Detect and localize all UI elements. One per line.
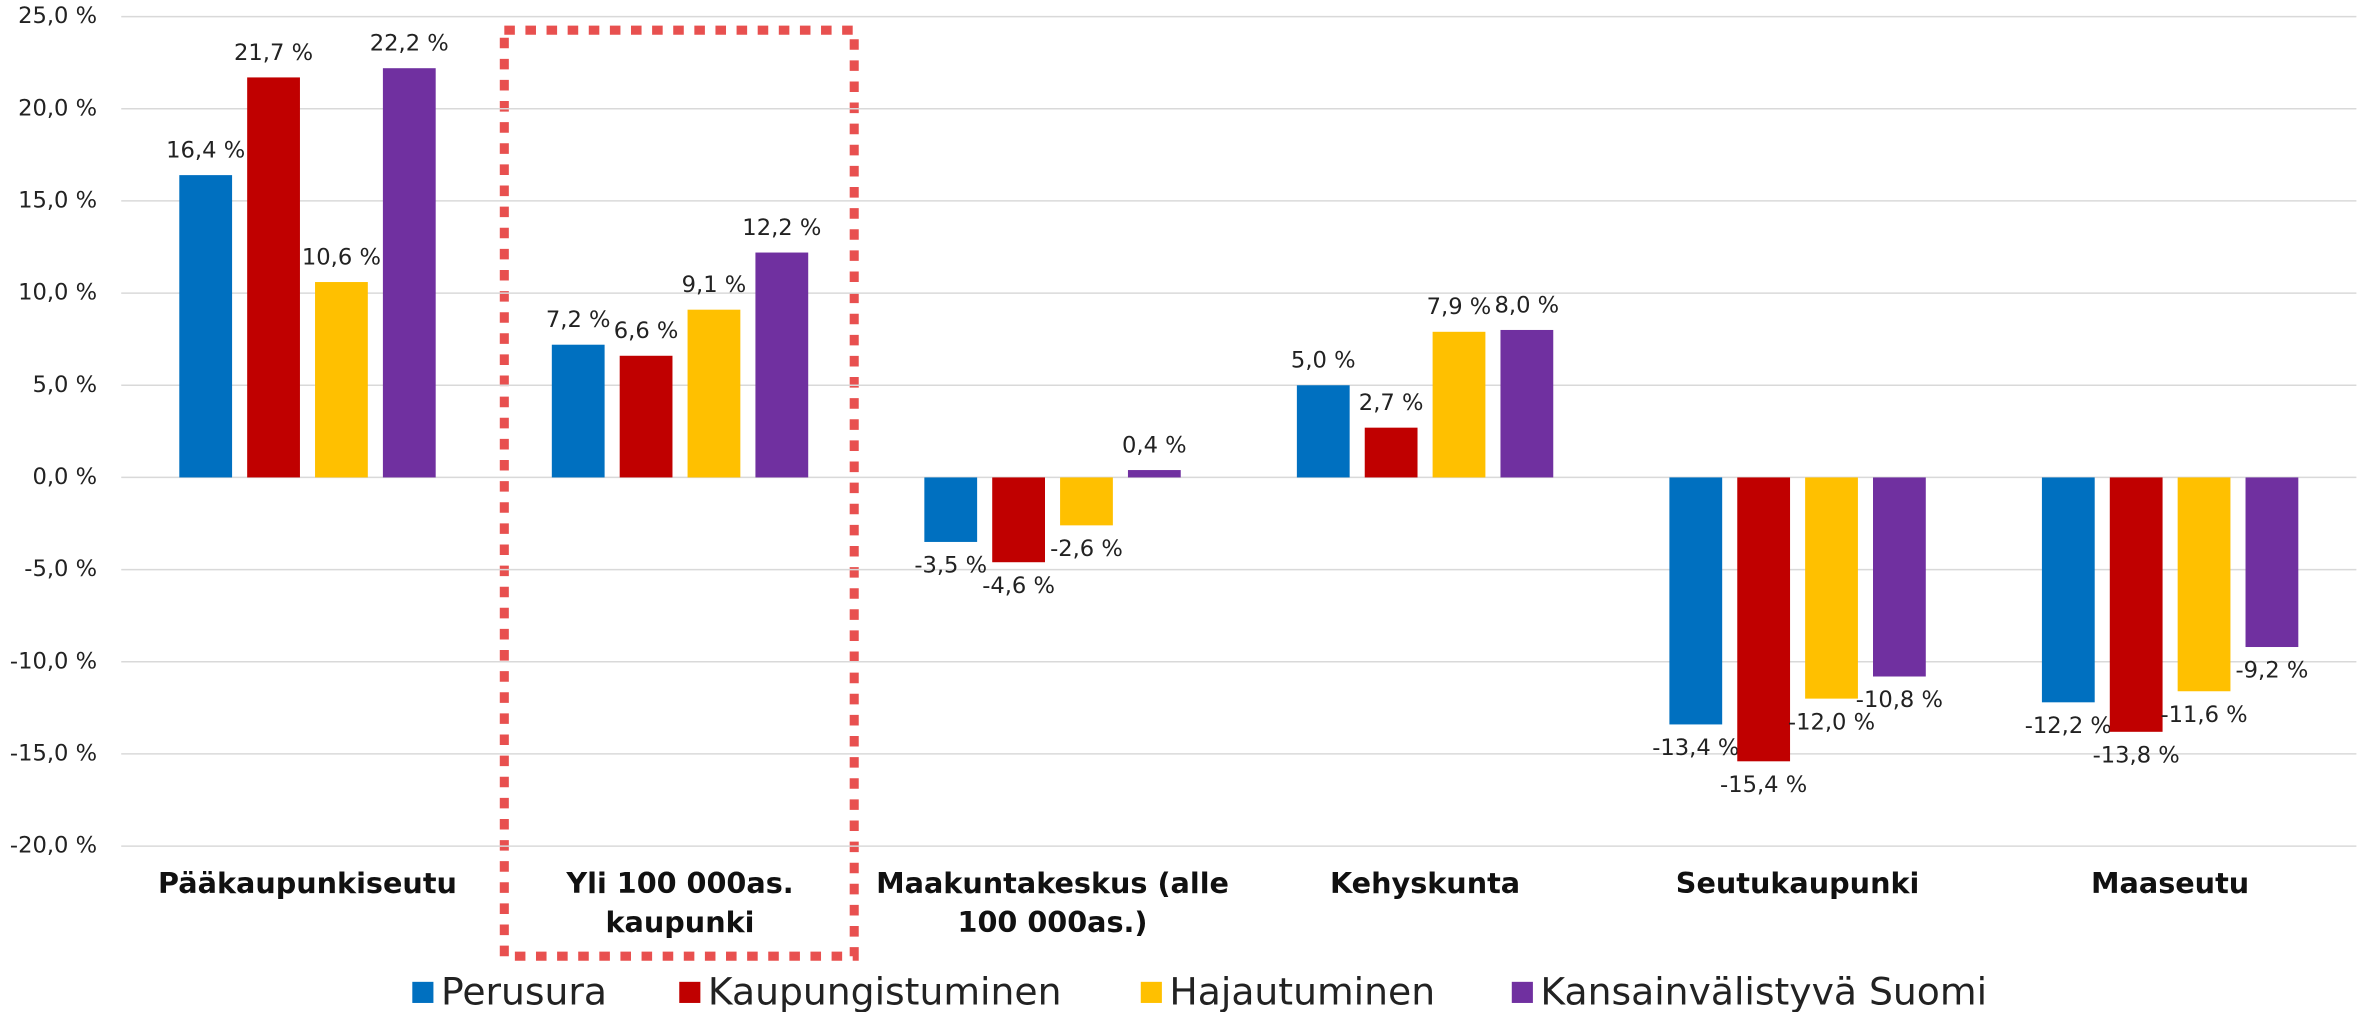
- x-tick-label-box: Seutukaupunki: [1675, 867, 1920, 901]
- bar: [2245, 477, 2299, 648]
- bar: [755, 252, 809, 478]
- bar: [1500, 329, 1554, 478]
- bar: [179, 175, 233, 478]
- x-tick-label-box: Maaseutu: [2091, 867, 2250, 901]
- value-label: -12,0 %: [1788, 709, 1875, 735]
- x-tick-label: Pääkaupunkiseutu: [158, 867, 457, 901]
- legend-label: Kaupungistuminen: [708, 969, 1062, 1012]
- value-label: 8,0 %: [1495, 292, 1560, 318]
- bar: [2109, 477, 2163, 732]
- y-tick-label: -20,0 %: [10, 833, 97, 859]
- value-label: -10,8 %: [1856, 687, 1943, 713]
- bar: [1127, 470, 1181, 478]
- bar: [1805, 477, 1858, 699]
- value-label: 7,2 %: [546, 307, 611, 333]
- x-tick-label-box: Pääkaupunkiseutu: [158, 867, 457, 901]
- legend-swatch: [679, 981, 701, 1003]
- x-tick-label-box: Kehyskunta: [1329, 867, 1521, 901]
- y-tick-label: 5,0 %: [32, 372, 97, 398]
- x-tick-label: Kehyskunta: [1329, 867, 1521, 901]
- bar: [687, 309, 741, 478]
- value-label: 6,6 %: [614, 318, 679, 344]
- value-label: -12,2 %: [2025, 713, 2112, 739]
- x-tick-label: Yli 100 000as. kaupunki: [566, 867, 794, 940]
- legend-swatch: [412, 981, 434, 1003]
- y-tick-label: -10,0 %: [10, 648, 97, 674]
- bar: [2177, 477, 2231, 692]
- value-label: -13,8 %: [2093, 742, 2180, 768]
- x-tick-label: Maaseutu: [2091, 867, 2250, 901]
- value-label: -11,6 %: [2160, 702, 2247, 728]
- bar: [1432, 331, 1486, 478]
- legend-label: Hajautuminen: [1169, 969, 1435, 1012]
- value-label: -9,2 %: [2236, 658, 2309, 684]
- value-label: -2,6 %: [1050, 536, 1123, 562]
- bar: [1364, 427, 1418, 478]
- value-label: -3,5 %: [914, 553, 987, 579]
- value-label: -15,4 %: [1720, 772, 1807, 798]
- y-tick-label: -15,0 %: [10, 740, 97, 766]
- value-label: 7,9 %: [1427, 294, 1492, 320]
- x-tick-label: Maakuntakeskus (alle 100 000as.): [876, 867, 1229, 940]
- value-label: 12,2 %: [742, 215, 821, 241]
- value-label: 21,7 %: [234, 40, 313, 66]
- bar: [315, 282, 368, 478]
- bar: [2041, 477, 2095, 703]
- value-label: -4,6 %: [982, 573, 1055, 599]
- bar: [1873, 477, 1926, 677]
- x-tick-label: Seutukaupunki: [1675, 867, 1920, 901]
- legend-swatch: [1511, 981, 1533, 1003]
- value-label: 22,2 %: [370, 31, 449, 57]
- bar: [924, 477, 978, 542]
- legend-label: Kansainvälistyvä Suomi: [1540, 969, 1987, 1012]
- bar: [992, 477, 1045, 563]
- y-tick-label: 10,0 %: [18, 280, 97, 306]
- y-tick-label: 20,0 %: [18, 95, 97, 121]
- bar: [1669, 477, 1723, 725]
- value-label: 2,7 %: [1359, 390, 1424, 416]
- y-tick-label: 15,0 %: [18, 187, 97, 213]
- value-label: 5,0 %: [1291, 348, 1356, 374]
- y-tick-label: -5,0 %: [24, 556, 97, 582]
- highlight-box: [499, 25, 859, 961]
- legend-label: Perusura: [441, 969, 607, 1012]
- bar: [551, 344, 605, 478]
- bar: [247, 77, 300, 478]
- value-label: 0,4 %: [1122, 432, 1187, 458]
- y-tick-label: 25,0 %: [18, 3, 97, 29]
- x-tick-label-box: Maakuntakeskus (alle 100 000as.): [876, 867, 1229, 940]
- y-tick-label: 0,0 %: [32, 464, 97, 490]
- value-label: -13,4 %: [1652, 735, 1739, 761]
- legend-swatch: [1140, 981, 1162, 1003]
- value-label: 9,1 %: [682, 272, 747, 298]
- value-label: 10,6 %: [302, 244, 381, 270]
- x-tick-label-box: Yli 100 000as. kaupunki: [566, 867, 794, 940]
- value-label: 16,4 %: [166, 137, 245, 163]
- bar: [382, 68, 436, 478]
- bar: [1060, 477, 1113, 526]
- bar: [1296, 385, 1350, 478]
- bar: [619, 355, 673, 478]
- bar: [1737, 477, 1791, 762]
